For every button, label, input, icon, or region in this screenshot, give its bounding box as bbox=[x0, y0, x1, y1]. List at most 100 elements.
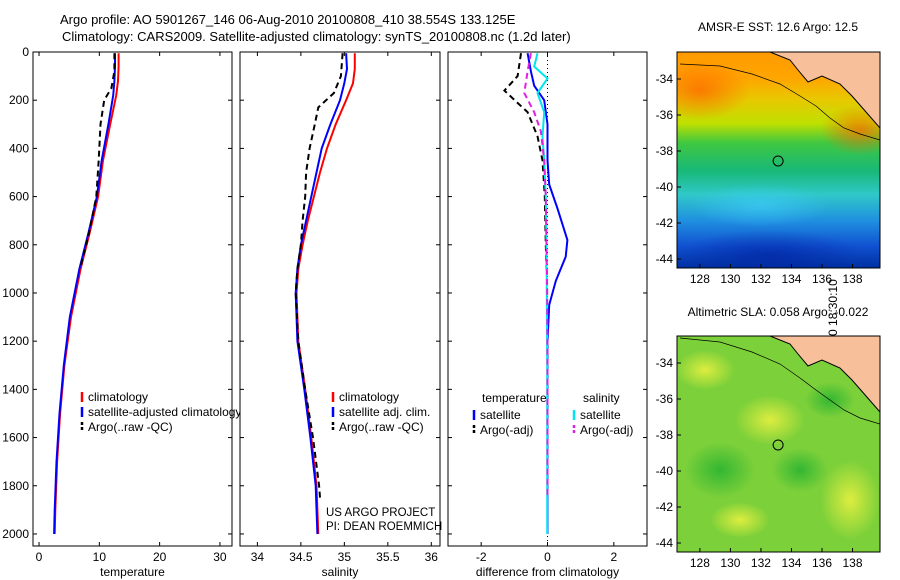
map-y-tick-label: -44 bbox=[656, 536, 674, 550]
map-x-tick-label: 132 bbox=[751, 272, 771, 286]
x-tick-label: 2 bbox=[610, 550, 617, 564]
legend-entry: Argo(..raw -QC) bbox=[88, 420, 173, 434]
map-y-tick-label: -34 bbox=[656, 72, 674, 86]
map-x-tick-label: 128 bbox=[690, 272, 710, 286]
temperature-x-axis-label: temperature bbox=[100, 565, 165, 579]
y-tick-label: 2000 bbox=[2, 527, 29, 541]
y-tick-label: 600 bbox=[9, 190, 29, 204]
map-x-tick-label: 138 bbox=[843, 556, 863, 570]
sla-land bbox=[770, 336, 880, 412]
sla-low-patch bbox=[772, 448, 828, 492]
legend-entry: Argo(-adj) bbox=[580, 423, 633, 437]
sst-warm-patch bbox=[820, 105, 880, 155]
x-tick-label: 34 bbox=[251, 550, 265, 564]
map-x-tick-label: 134 bbox=[781, 556, 801, 570]
y-tick-label: 200 bbox=[9, 93, 29, 107]
sst-cyan-patch bbox=[690, 183, 830, 227]
sla-high-patch bbox=[710, 502, 770, 538]
y-tick-label: 1600 bbox=[2, 431, 29, 445]
legend-entry: satellite adj. clim. bbox=[339, 405, 430, 419]
sla-coastline bbox=[769, 336, 880, 413]
legend-entry: satellite bbox=[480, 408, 521, 422]
sla-high-patch bbox=[820, 460, 880, 540]
figure-title-line1: Argo profile: AO 5901267_146 06-Aug-2010… bbox=[60, 12, 516, 27]
map-x-tick-label: 132 bbox=[751, 556, 771, 570]
series-line-satellite-adj-clim- bbox=[294, 53, 349, 535]
series-line-argo-raw-qc- bbox=[79, 53, 116, 270]
sla-map-title: Altimetric SLA: 0.058 Argo: -0.022 bbox=[688, 305, 869, 319]
map-y-tick-label: -44 bbox=[656, 252, 674, 266]
sla-low-patch bbox=[685, 442, 755, 498]
map-x-tick-label: 136 bbox=[812, 272, 832, 286]
temperature-panel: 0 10 20 30 0 200 400 600 800 1000 1200 1400 1600 1800… bbox=[2, 45, 241, 579]
legend-group-title: salinity bbox=[583, 391, 620, 405]
credit-line1: US ARGO PROJECT bbox=[326, 507, 435, 519]
x-tick-label: 0 bbox=[544, 550, 551, 564]
legend-entry: Argo(-adj) bbox=[480, 423, 533, 437]
argo-float-marker bbox=[772, 155, 784, 167]
map-y-tick-label: -40 bbox=[656, 180, 674, 194]
sst-map-title: AMSR-E SST: 12.6 Argo: 12.5 bbox=[698, 20, 858, 34]
salinity-panel: 34 34.5 35 35.5 36 salinity climatologysatelli… bbox=[239, 51, 441, 579]
sst-coastline bbox=[769, 52, 880, 129]
y-tick-label: 800 bbox=[9, 238, 29, 252]
sst-land bbox=[770, 52, 880, 128]
sla-shelf-contour bbox=[679, 337, 880, 425]
y-tick-label: 1400 bbox=[2, 382, 29, 396]
x-tick-label: 0 bbox=[36, 550, 43, 564]
sla-land bbox=[840, 344, 852, 368]
salinity-x-axis-label: salinity bbox=[322, 565, 359, 579]
sla-map-frame bbox=[676, 335, 881, 553]
sst-warm-patch bbox=[677, 60, 750, 120]
x-tick-label: 30 bbox=[213, 550, 227, 564]
x-tick-label: -2 bbox=[476, 550, 487, 564]
salinity-plot-frame bbox=[239, 51, 441, 547]
map-y-tick-label: -38 bbox=[656, 428, 674, 442]
y-tick-label: 0 bbox=[22, 45, 29, 59]
map-x-tick-label: 136 bbox=[812, 556, 832, 570]
difference-x-axis-label: difference from climatology bbox=[476, 565, 619, 579]
series-line-argo-raw-qc- bbox=[294, 53, 344, 498]
map-y-tick-label: -42 bbox=[656, 216, 674, 230]
map-y-tick-label: -38 bbox=[656, 144, 674, 158]
legend-entry: Argo(..raw -QC) bbox=[339, 420, 424, 434]
map-y-tick-label: -36 bbox=[656, 392, 674, 406]
sst-map: AMSR-E SST: 12.6 Argo: 12.5 bbox=[677, 20, 880, 268]
map-y-tick-label: -34 bbox=[656, 356, 674, 370]
figure-title-line2: Climatology: CARS2009. Satellite-adjuste… bbox=[62, 29, 571, 44]
y-tick-label: 1000 bbox=[2, 286, 29, 300]
map-y-tick-label: -40 bbox=[656, 464, 674, 478]
x-tick-label: 20 bbox=[153, 550, 167, 564]
sst-land bbox=[840, 60, 852, 84]
temperature-plot-frame bbox=[32, 51, 233, 547]
legend-entry: climatology bbox=[339, 390, 399, 404]
x-tick-label: 35.5 bbox=[376, 550, 400, 564]
sla-map: Altimetric SLA: 0.058 Argo: -0.022 bbox=[677, 305, 880, 552]
sla-high-patch bbox=[677, 350, 735, 390]
map-y-tick-label: -42 bbox=[656, 500, 674, 514]
map-x-tick-label: 134 bbox=[781, 272, 801, 286]
map-x-tick-label: 128 bbox=[690, 556, 710, 570]
legend-entry: satellite-adjusted climatology bbox=[88, 405, 241, 419]
sst-map-frame bbox=[676, 51, 881, 269]
sst-shelf-contour bbox=[679, 63, 880, 141]
map-axes: 128 130 132 134 136 138 -34 -36 -38 -40 -42 -44 128 1… bbox=[656, 51, 881, 570]
x-tick-label: 34.5 bbox=[289, 550, 313, 564]
y-tick-label: 1800 bbox=[2, 479, 29, 493]
map-x-tick-label: 138 bbox=[843, 272, 863, 286]
legend-entry: satellite bbox=[580, 408, 621, 422]
x-tick-label: 35 bbox=[338, 550, 352, 564]
legend-entry: climatology bbox=[88, 390, 148, 404]
map-y-tick-label: -36 bbox=[656, 108, 674, 122]
argo-float-marker bbox=[772, 439, 784, 451]
x-tick-label: 36 bbox=[425, 550, 439, 564]
credit-line2: PI: DEAN ROEMMICH bbox=[326, 521, 442, 533]
sla-high-patch bbox=[735, 395, 805, 445]
map-x-tick-label: 130 bbox=[720, 556, 740, 570]
legend-group-title: temperature bbox=[482, 391, 547, 405]
y-tick-label: 400 bbox=[9, 141, 29, 155]
y-tick-label: 1200 bbox=[2, 334, 29, 348]
x-tick-label: 10 bbox=[93, 550, 107, 564]
